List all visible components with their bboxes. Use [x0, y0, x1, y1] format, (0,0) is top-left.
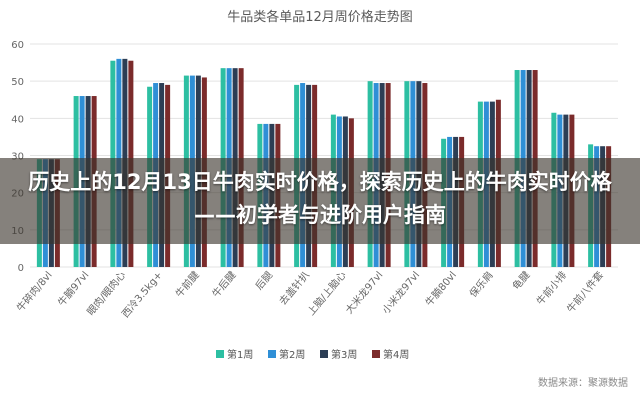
x-tick-label: 牛腩80vl	[422, 269, 459, 309]
x-tick-label: 龟腱	[510, 269, 532, 292]
y-tick-label: 30	[11, 152, 24, 163]
x-tick-label: 保乐肩	[466, 269, 495, 300]
x-tick-label: 小米龙97vl	[379, 269, 422, 317]
legend-swatch	[216, 350, 224, 358]
legend-swatch	[320, 350, 328, 358]
legend: 第1周 第2周 第3周 第4周	[216, 348, 409, 361]
x-tick-label: 牛碎肉/8vl	[14, 269, 55, 314]
legend-label: 第2周	[279, 348, 305, 361]
x-tick-label: 去盖针扒	[276, 269, 312, 308]
x-tick-label: 牛前腱	[172, 269, 201, 300]
chart-title: 牛品类各单品12月周价格走势图	[227, 9, 413, 25]
x-tick-label: 牛后腱	[209, 269, 238, 300]
legend-label: 第1周	[227, 348, 253, 361]
y-tick-label: 40	[11, 114, 24, 125]
y-tick-label: 0	[18, 263, 24, 274]
x-tick-label: 牛前八件套	[564, 269, 606, 316]
x-tick-label: 大米龙97vl	[342, 269, 385, 317]
legend-label: 第3周	[331, 348, 357, 361]
legend-swatch	[268, 350, 276, 358]
source-watermark: 数据来源：聚源数据	[538, 378, 628, 389]
x-tick-label: 牛腩97vl	[55, 269, 92, 309]
x-tick-label: 后腿	[253, 269, 275, 292]
x-tick-label: 上脑/上脑心	[304, 269, 348, 318]
headline-banner	[0, 158, 640, 244]
legend-label: 第4周	[383, 348, 409, 361]
y-tick-label: 60	[11, 40, 24, 51]
legend-swatch	[372, 350, 380, 358]
article-headline: 历史上的12月13日牛肉实时价格，探索历史上的牛肉实时价格——初学者与进阶用户指…	[28, 170, 612, 227]
y-tick-label: 50	[11, 77, 24, 88]
x-tick-label: 牛前小排	[534, 269, 570, 308]
